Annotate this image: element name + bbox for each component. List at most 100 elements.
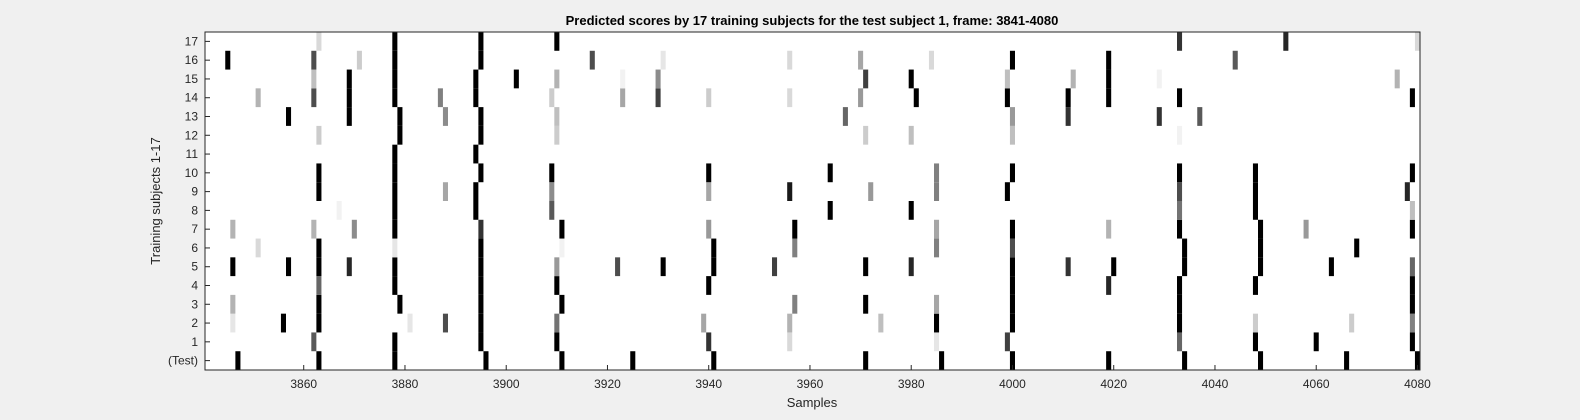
y-tick-label: 13: [185, 110, 199, 124]
y-tick-label: 16: [185, 53, 199, 67]
heatmap-cell: [1252, 201, 1258, 220]
y-tick-label: 1: [191, 335, 198, 349]
heatmap-cell: [316, 313, 322, 333]
heatmap-cell: [787, 332, 793, 352]
heatmap-cell: [255, 238, 261, 258]
heatmap-cell: [772, 257, 778, 277]
heatmap-cell: [1409, 201, 1415, 220]
heatmap-cell: [351, 219, 357, 239]
heatmap-cell: [1106, 50, 1112, 70]
y-tick-label: 12: [185, 128, 199, 142]
heatmap-cell: [1197, 107, 1203, 126]
heatmap-cell: [311, 219, 317, 239]
heatmap-cell: [1177, 219, 1183, 239]
heatmap-cell: [316, 32, 322, 51]
heatmap-cell: [392, 88, 398, 108]
heatmap-cell: [1070, 69, 1076, 89]
heatmap-cell: [473, 201, 479, 220]
heatmap-cell: [473, 182, 479, 201]
heatmap-cell: [478, 313, 484, 333]
heatmap-cell: [559, 294, 565, 314]
x-tick-label: 3860: [290, 377, 317, 391]
heatmap-cell: [392, 201, 398, 220]
y-tick-label: 15: [185, 72, 199, 86]
heatmap-cell: [392, 351, 398, 370]
heatmap-cell: [1065, 107, 1071, 126]
heatmap-cell: [1009, 219, 1015, 239]
heatmap-cell: [483, 351, 489, 370]
heatmap-cell: [1009, 313, 1015, 333]
heatmap-cell: [1177, 125, 1183, 145]
heatmap-cell: [1177, 88, 1183, 108]
heatmap-cell: [554, 32, 560, 51]
heatmap-cell: [255, 88, 261, 108]
heatmap-cell: [908, 257, 914, 277]
heatmap-cell: [407, 313, 413, 333]
heatmap-cell: [346, 69, 352, 89]
heatmap-cell: [230, 294, 236, 314]
x-tick-label: 4040: [1202, 377, 1229, 391]
x-tick-label: 4000: [999, 377, 1026, 391]
heatmap-cell: [706, 88, 712, 108]
heatmap-cell: [549, 182, 555, 201]
heatmap-cell: [1177, 32, 1183, 51]
heatmap-cell: [286, 107, 292, 126]
x-axis-title: Samples: [787, 395, 838, 410]
heatmap-cell: [706, 276, 712, 295]
heatmap-cell: [554, 313, 560, 333]
heatmap-cell: [1156, 69, 1162, 89]
heatmap-cell: [792, 294, 798, 314]
heatmap-cell: [711, 238, 717, 258]
heatmap-cell: [787, 88, 793, 108]
heatmap-cell: [1009, 294, 1015, 314]
heatmap-cell: [711, 351, 717, 370]
heatmap-cell: [1258, 351, 1264, 370]
heatmap-cell: [589, 50, 595, 70]
y-tick-label: 11: [186, 147, 199, 161]
plot-frame: [204, 31, 1421, 371]
heatmap-cell: [878, 313, 884, 333]
heatmap-cell: [908, 125, 914, 145]
heatmap-cell: [706, 219, 712, 239]
heatmap-cell: [280, 313, 286, 333]
heatmap-cell: [1009, 50, 1015, 70]
heatmap-cell: [392, 163, 398, 183]
heatmap-cell: [392, 276, 398, 295]
heatmap-cell: [863, 351, 869, 370]
heatmap-cell: [939, 351, 945, 370]
heatmap-cell: [1252, 163, 1258, 183]
plot-area: [205, 32, 1420, 370]
heatmap-cell: [346, 257, 352, 277]
y-tick-label: 2: [191, 316, 198, 330]
heatmap-cell: [1009, 107, 1015, 126]
heatmap-cell: [792, 238, 798, 258]
heatmap-cell: [1354, 238, 1360, 258]
heatmap-cell: [1182, 257, 1188, 277]
heatmap-cell: [392, 144, 398, 164]
heatmap-cell: [1232, 50, 1238, 70]
heatmap-cell: [316, 238, 322, 258]
heatmap-cell: [336, 201, 342, 220]
x-tick-label: 3920: [594, 377, 621, 391]
heatmap-cell: [554, 257, 560, 277]
y-axis-title: Training subjects 1-17: [148, 137, 163, 264]
heatmap-cell: [1177, 313, 1183, 333]
heatmap-cell: [1404, 182, 1410, 201]
heatmap-cell: [1258, 238, 1264, 258]
heatmap-cell: [478, 219, 484, 239]
heatmap-cell: [706, 163, 712, 183]
heatmap-cell: [1004, 69, 1010, 89]
heatmap-cell: [549, 163, 555, 183]
heatmap-cell: [473, 69, 479, 89]
y-tick-label: 3: [191, 297, 198, 311]
heatmap-cell: [787, 182, 793, 201]
heatmap-cell: [392, 50, 398, 70]
heatmap-cell: [1177, 163, 1183, 183]
heatmap-cell: [1182, 351, 1188, 370]
y-tick-label: 8: [191, 203, 198, 217]
heatmap-cell: [827, 201, 833, 220]
heatmap-cell: [356, 50, 362, 70]
heatmap-cell: [478, 238, 484, 258]
heatmap-cell: [442, 107, 448, 126]
heatmap-cell: [1004, 88, 1010, 108]
